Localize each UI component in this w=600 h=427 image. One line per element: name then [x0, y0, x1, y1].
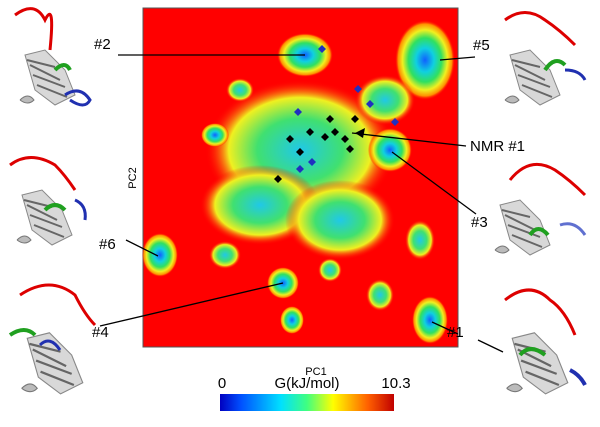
y-axis-label: PC2 — [127, 167, 139, 188]
landscape — [142, 7, 459, 348]
colorbar-tick-label: 10.3 — [381, 375, 410, 392]
x-axis-label: PC1 — [305, 366, 326, 378]
callout-label: #5 — [473, 37, 490, 54]
callout-label: NMR #1 — [470, 138, 525, 155]
callout-label: #3 — [471, 214, 488, 231]
callout-label: #1 — [447, 324, 464, 341]
callout-lines — [99, 54, 504, 353]
callout-label: #6 — [99, 236, 116, 253]
structures — [8, 7, 587, 396]
colorbar-tick-label: 0 — [218, 375, 226, 392]
colorbar — [220, 394, 394, 411]
callout-label: #2 — [94, 36, 111, 53]
callout-label: #4 — [92, 324, 109, 341]
colorbar-label: G(kJ/mol) — [275, 375, 340, 392]
structure-markers — [274, 45, 399, 183]
